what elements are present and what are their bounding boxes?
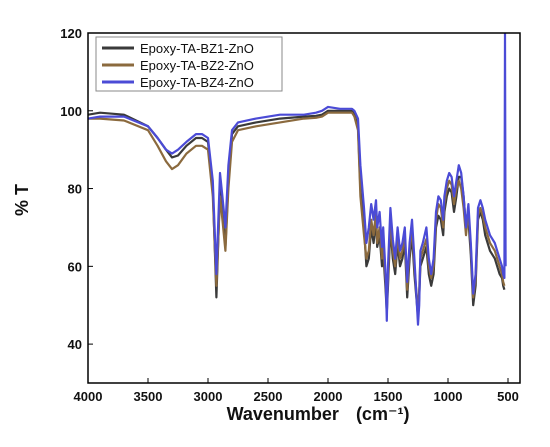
y-tick-label: 100	[60, 104, 82, 119]
legend: Epoxy-TA-BZ1-ZnO Epoxy-TA-BZ2-ZnO Epoxy-TA…	[95, 36, 283, 92]
series-line-3	[88, 33, 507, 326]
legend-label: Epoxy-TA-BZ4-ZnO	[140, 75, 254, 90]
x-tick-label: 4000	[74, 389, 103, 404]
y-axis-title: % T	[12, 184, 32, 216]
y-tick-label: 60	[68, 259, 82, 274]
x-tick-label: 1000	[434, 389, 463, 404]
x-tick-label: 2500	[254, 389, 283, 404]
y-tick-label: 40	[68, 337, 82, 352]
plot-content	[88, 33, 507, 326]
x-tick-label: 2000	[314, 389, 343, 404]
plot-frame	[87, 32, 521, 384]
y-tick-label: 80	[68, 182, 82, 197]
y-axis-ticks: 40 60 80 100 120	[60, 26, 93, 352]
x-tick-label: 1500	[374, 389, 403, 404]
y-tick-label: 120	[60, 26, 82, 41]
legend-label: Epoxy-TA-BZ2-ZnO	[140, 58, 254, 73]
x-tick-label: 3000	[194, 389, 223, 404]
x-tick-label: 500	[497, 389, 519, 404]
x-tick-label: 3500	[134, 389, 163, 404]
x-axis-unit: (cm⁻¹)	[356, 404, 410, 424]
x-axis-title: Wavenumber (cm⁻¹)	[227, 404, 410, 424]
x-axis-ticks: 4000 3500 3000 2500 2000 1500 1000 500	[74, 378, 519, 404]
legend-label: Epoxy-TA-BZ1-ZnO	[140, 41, 254, 56]
x-axis-title-text: Wavenumber	[227, 404, 339, 424]
